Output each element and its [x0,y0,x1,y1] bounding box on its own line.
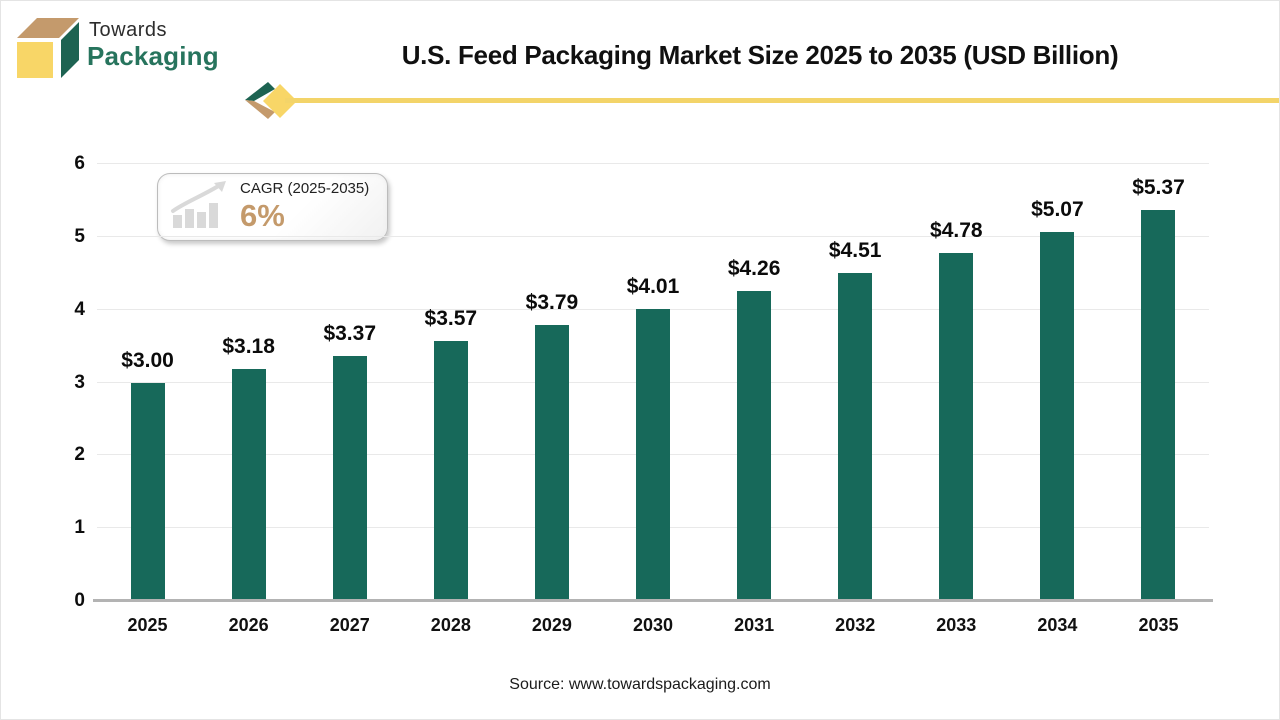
bar [433,341,468,601]
divider-line [285,98,1279,103]
x-tick-label: 2026 [228,615,269,635]
bar-slot: $4.01 2030 [602,164,703,635]
bar-slot: $3.18 2026 [198,164,299,635]
packaging-box-icon [17,18,79,78]
bar-value-label: $4.26 [727,256,781,280]
bar [636,308,671,601]
logo-text-towards: Towards [89,19,167,41]
bar-value-label: $4.01 [626,274,680,298]
bar-slot: $4.51 2032 [805,164,906,635]
y-tick-label: 5 [74,225,85,247]
x-tick-label: 2027 [329,615,370,635]
bar [231,369,266,601]
x-tick-label: 2033 [936,615,977,635]
cagr-value: 6% [240,198,285,234]
x-tick-label: 2025 [127,615,168,635]
bar [534,324,569,601]
gridline [97,163,1209,164]
bar [939,252,974,601]
bar-slot: $3.79 2029 [501,164,602,635]
bar [1141,209,1176,601]
y-tick-label: 1 [74,517,85,539]
bars-layer: $3.00 2025 $3.18 2026 $3.37 2027 $3.57 2028 $3.7… [97,164,1209,636]
x-axis-line [93,599,1213,602]
x-tick-label: 2029 [531,615,572,635]
bar-value-label: $5.37 [1132,175,1185,199]
bar-value-label: $3.37 [323,321,377,345]
logo-text-packaging: Packaging [87,41,219,71]
bar-slot: $5.07 2034 [1007,164,1108,635]
x-tick-label: 2028 [430,615,471,635]
bar-value-label: $3.00 [121,348,174,372]
cagr-badge: CAGR (2025-2035) 6% [157,173,388,241]
bar-value-label: $4.51 [828,238,882,262]
x-tick-label: 2034 [1037,615,1078,635]
bar-value-label: $3.57 [424,307,478,330]
bar [332,355,367,601]
bar [737,290,772,601]
x-tick-label: 2035 [1138,615,1179,635]
bar [838,272,873,601]
y-tick-label: 3 [74,371,85,393]
divider-diamond-icon [245,82,297,119]
bar-slot: $3.37 2027 [299,164,400,635]
bar-value-label: $3.79 [525,290,579,314]
bar-value-label: $5.07 [1031,197,1084,221]
bar-slot: $5.37 2035 [1108,164,1209,635]
bar-slot: $3.57 2028 [400,164,501,635]
gridline [97,235,1209,237]
bar-slot: $3.00 2025 [97,164,198,636]
page-title: U.S. Feed Packaging Market Size 2025 to … [401,40,1119,70]
y-tick-label: 2 [74,444,85,466]
bar-value-label: $4.78 [930,218,983,242]
bar-slot: $4.78 2033 [906,164,1007,635]
y-tick-label: 4 [74,298,85,320]
y-tick-label: 6 [74,153,85,174]
growth-bars-arrow-icon [171,181,226,228]
bar-slot: $4.26 2031 [704,164,805,635]
bar-chart-plot-area: 0 1 2 3 4 5 6 $3.00 2025 $3.18 2026 $3.37 2027 $3.57… [74,153,1213,636]
y-tick-label: 0 [74,590,85,611]
x-tick-label: 2032 [835,615,876,635]
bar [130,382,165,601]
x-tick-label: 2031 [734,615,775,635]
cagr-label: CAGR (2025-2035) [240,179,370,197]
x-tick-label: 2030 [632,615,674,635]
source-attribution: Source: www.towardspackaging.com [509,676,771,693]
bar [1040,231,1075,601]
bar-value-label: $3.18 [222,335,275,359]
